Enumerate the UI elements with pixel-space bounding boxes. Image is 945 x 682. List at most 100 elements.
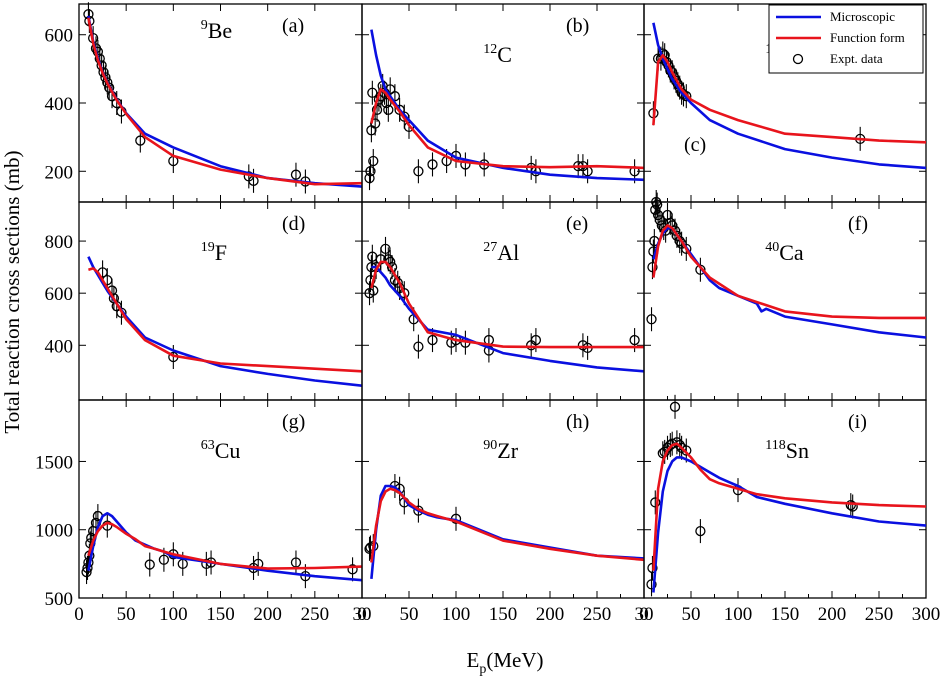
legend-marker-expt — [792, 53, 804, 65]
panel-letter-al: (e) — [566, 213, 588, 235]
panel-al: 27Al (e) — [361, 201, 645, 401]
nucleus-label-sn: 118Sn — [765, 438, 809, 463]
nucleus-label-be: 9Be — [201, 18, 232, 43]
x-axis-label: Ep(MeV) — [467, 648, 544, 677]
series-line-microscopic-f — [87, 256, 362, 387]
expt-point-ca — [646, 314, 657, 325]
x-tick-label-sn: 150 — [771, 604, 800, 625]
y-tick-label-f: 600 — [45, 284, 74, 305]
x-axis-label-main: E — [467, 648, 480, 672]
x-tick-label-sn: 250 — [865, 604, 894, 625]
x-tick-label-cu: 30 — [353, 604, 372, 625]
nucleus-symbol-cu: Cu — [215, 438, 241, 463]
expt-point-al — [365, 275, 376, 286]
expt-point-c — [370, 118, 381, 129]
y-tick-label-f: 400 — [45, 336, 74, 357]
panels-group: 2004006009Be(a)12C(b)16O(c)40060080019F(… — [35, 2, 940, 625]
legend-label-microscopic: Microscopic — [830, 9, 895, 24]
expt-point-sn — [650, 497, 661, 508]
panel-letter-cu: (g) — [282, 411, 305, 433]
nucleus-label-c: 12C — [483, 42, 512, 67]
expt-point-cu — [82, 562, 93, 574]
x-tick-label-zr: 0 — [357, 604, 367, 625]
expt-point-sn — [647, 562, 658, 574]
series-line-microscopic-zr — [370, 484, 644, 580]
x-tick-label-zr: 150 — [489, 604, 518, 625]
panel-frame-c — [361, 3, 645, 203]
nucleus-label-al: 27Al — [483, 240, 519, 265]
x-tick-label-cu: 200 — [253, 604, 282, 625]
series-line-function-form-be — [87, 17, 362, 186]
expt-points-c — [364, 73, 640, 191]
series-line-function-form-o — [652, 53, 926, 144]
y-tick-label-f: 800 — [45, 232, 74, 253]
x-tick-label-zr: 30 — [635, 604, 654, 625]
panel-cu: 0 50 100 150 200 250 30 500 1000 1500 63Cu (g) — [35, 399, 372, 625]
nucleus-symbol-c: C — [497, 42, 512, 67]
legend-label-expt: Expt. data — [830, 51, 883, 66]
panel-ca: 40Ca (f) — [643, 190, 927, 401]
expt-point-c — [365, 166, 376, 177]
panel-be: 200 400 600 9Be (a) — [45, 2, 363, 203]
expt-points-be — [83, 2, 311, 194]
panel-letter-sn: (i) — [848, 411, 867, 433]
expt-point-sn — [845, 499, 856, 511]
nucleus-symbol-al: Al — [497, 240, 519, 265]
nucleus-mass-ca: 40 — [765, 240, 779, 255]
x-tick-label-cu: 100 — [159, 604, 188, 625]
nucleus-symbol-f: F — [215, 240, 227, 265]
expt-point-al — [629, 334, 640, 346]
nucleus-mass-c: 12 — [483, 42, 497, 57]
x-axis-label-unit: (MeV) — [486, 648, 543, 672]
series-line-function-form-ca — [652, 224, 926, 320]
legend-label-function-form: Function form — [830, 30, 905, 45]
expt-point-al — [399, 288, 410, 299]
expt-point-ca — [647, 261, 658, 273]
nucleus-mass-sn: 118 — [765, 438, 785, 453]
series-line-microscopic-ca — [652, 226, 926, 339]
x-tick-label-sn: 0 — [639, 604, 649, 625]
nucleus-mass-cu: 63 — [201, 438, 215, 453]
expt-point-sn — [669, 401, 681, 412]
panel-zr: 0 50 100 150 200 250 30 90Zr (h) — [357, 399, 654, 625]
expt-point-c — [381, 97, 392, 109]
panel-letter-o: (c) — [684, 134, 706, 156]
panel-letter-c: (b) — [566, 15, 589, 37]
y-tick-label-cu: 1000 — [35, 521, 73, 542]
expt-point-cu — [158, 554, 170, 565]
expt-point-c — [368, 155, 379, 167]
x-tick-label-zr: 200 — [536, 604, 565, 625]
expt-point-al — [413, 341, 424, 352]
nucleus-symbol-be: Be — [208, 18, 232, 43]
series-line-function-form-sn — [652, 442, 926, 571]
nucleus-label-f: 19F — [201, 240, 227, 265]
x-tick-label-zr: 50 — [400, 604, 419, 625]
x-tick-label-zr: 100 — [442, 604, 471, 625]
x-tick-label-cu: 50 — [117, 604, 136, 625]
x-tick-label-cu: 250 — [301, 604, 330, 625]
series-line-microscopic-sn — [652, 456, 926, 593]
series-line-function-form-zr — [370, 487, 644, 563]
expt-point-be — [290, 169, 302, 180]
expt-point-be — [135, 135, 146, 146]
expt-point-al — [368, 285, 379, 296]
expt-point-be — [102, 77, 113, 88]
x-axis-label-sub: p — [479, 662, 486, 677]
expt-point-ca — [681, 243, 692, 255]
expt-point-sn — [847, 501, 858, 512]
legend: Microscopic Function form Expt. data — [768, 4, 924, 74]
y-tick-label-cu: 1500 — [35, 452, 73, 473]
expt-point-sn — [646, 579, 657, 590]
nucleus-symbol-zr: Zr — [497, 438, 518, 463]
expt-point-c — [427, 159, 438, 170]
series-line-function-form-f — [88, 267, 362, 373]
expt-point-c — [367, 87, 378, 98]
x-tick-label-zr: 250 — [583, 604, 612, 625]
x-tick-label-cu: 0 — [74, 604, 84, 625]
expt-point-c — [413, 166, 424, 177]
panel-letter-be: (a) — [282, 15, 304, 37]
expt-point-cu — [347, 564, 358, 575]
nucleus-label-cu: 63Cu — [201, 438, 241, 463]
y-axis-label: Total reaction cross sections (mb) — [0, 150, 24, 433]
expt-point-ca — [652, 199, 663, 210]
